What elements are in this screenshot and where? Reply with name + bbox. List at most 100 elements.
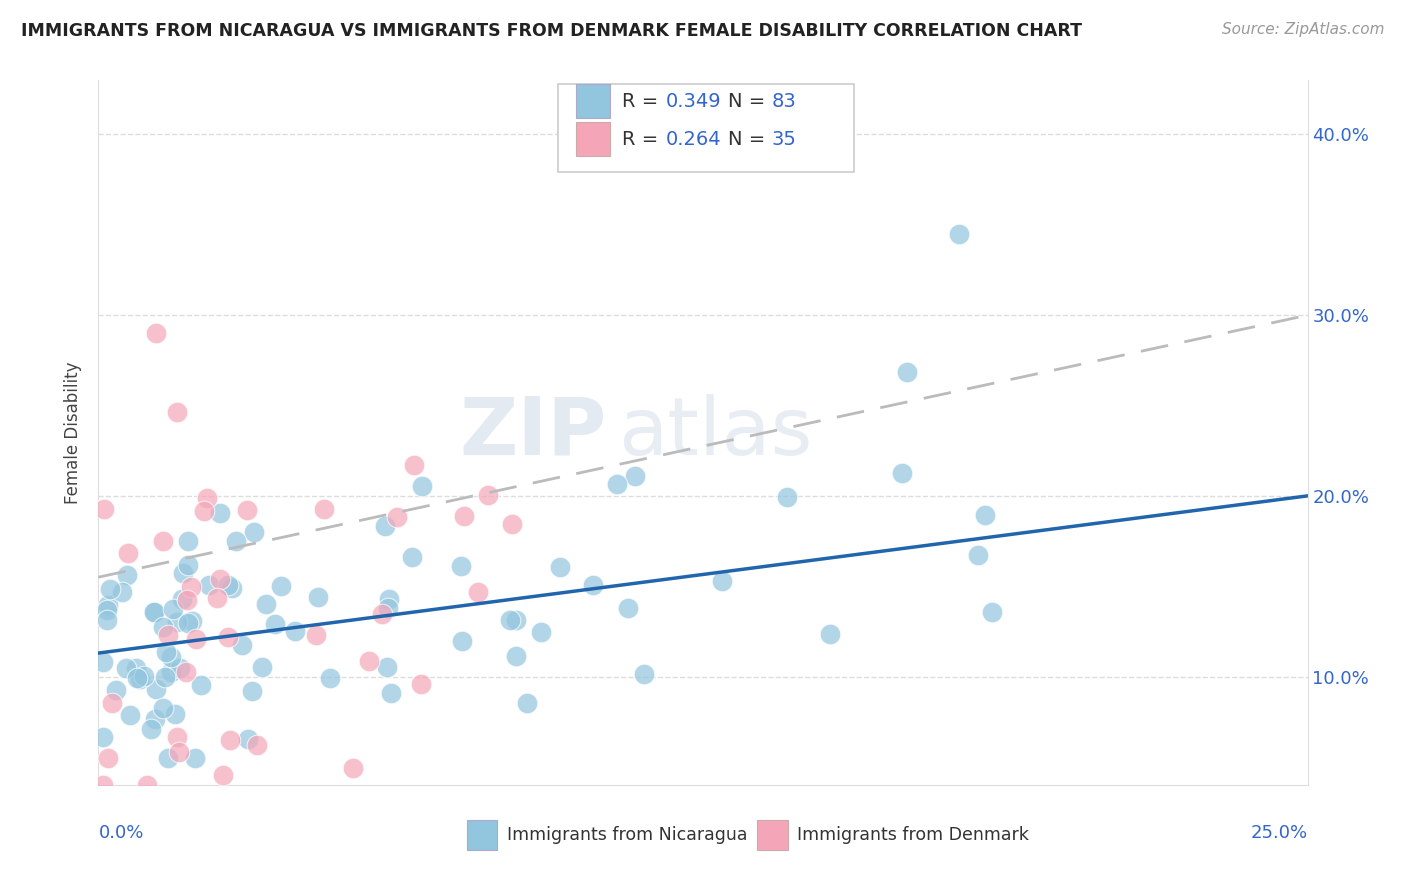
Point (184, 632, 207, 646)
Point (157, 751, 180, 765)
Point (245, 738, 267, 752)
Text: 0.264: 0.264 (665, 130, 721, 149)
Point (264, 617, 287, 632)
Point (132, 669, 155, 683)
Point (516, 696, 538, 710)
Point (166, 404, 188, 418)
Point (145, 681, 167, 696)
Point (172, 566, 194, 580)
Point (896, 365, 918, 379)
Point (974, 508, 997, 522)
FancyBboxPatch shape (558, 84, 855, 172)
Point (254, 597, 277, 611)
Point (160, 649, 183, 664)
Text: R =: R = (621, 92, 665, 111)
Text: 35: 35 (772, 130, 797, 149)
Point (818, 626, 841, 640)
Point (101, 696, 124, 710)
Point (98, 582, 121, 597)
Text: Source: ZipAtlas.com: Source: ZipAtlas.com (1222, 22, 1385, 37)
Point (380, 686, 402, 700)
Point (243, 525, 266, 540)
Point (212, 768, 235, 782)
Point (169, 661, 191, 675)
Point (104, 682, 127, 697)
Point (208, 572, 231, 586)
Point (505, 648, 527, 663)
Point (193, 504, 215, 518)
Point (218, 733, 240, 747)
Point (91, 655, 114, 669)
Point (181, 614, 204, 628)
Point (284, 624, 307, 639)
Text: 83: 83 (772, 92, 797, 111)
Point (236, 732, 259, 747)
Point (180, 580, 202, 594)
Point (152, 701, 174, 715)
Point (776, 490, 799, 504)
Point (319, 671, 342, 685)
Point (167, 746, 190, 760)
Point (307, 590, 329, 604)
Point (305, 628, 328, 642)
Bar (576, 85, 610, 118)
Point (145, 326, 167, 341)
Text: 0.349: 0.349 (665, 92, 721, 111)
Point (312, 501, 335, 516)
Point (135, 778, 157, 792)
Point (240, 684, 263, 698)
Point (128, 672, 150, 686)
Point (401, 549, 423, 564)
Point (177, 533, 200, 548)
Point (451, 633, 474, 648)
Point (97, 599, 120, 613)
Bar (467, 821, 498, 850)
Point (450, 559, 472, 574)
Point (359, 654, 381, 668)
Point (499, 613, 522, 627)
Point (453, 508, 475, 523)
Point (177, 558, 200, 572)
Point (411, 479, 433, 493)
Point (115, 661, 138, 675)
Point (375, 660, 398, 674)
Point (111, 584, 134, 599)
Point (236, 503, 259, 517)
Point (371, 607, 394, 622)
Point (96, 603, 118, 617)
Point (153, 669, 176, 683)
Point (217, 577, 239, 591)
Point (966, 548, 988, 562)
Point (548, 559, 571, 574)
Point (152, 620, 174, 634)
Point (162, 602, 184, 616)
Point (176, 593, 198, 607)
Point (467, 585, 489, 599)
Point (143, 605, 166, 619)
Point (221, 581, 243, 595)
Point (117, 568, 139, 582)
Point (374, 519, 396, 533)
Point (172, 591, 194, 606)
Point (183, 751, 205, 765)
Text: IMMIGRANTS FROM NICARAGUA VS IMMIGRANTS FROM DENMARK FEMALE DISABILITY CORRELATI: IMMIGRANTS FROM NICARAGUA VS IMMIGRANTS … (21, 22, 1083, 40)
Text: Immigrants from Nicaragua: Immigrants from Nicaragua (508, 826, 748, 844)
Point (377, 600, 399, 615)
Point (217, 630, 239, 644)
Point (981, 605, 1004, 619)
Text: N =: N = (728, 92, 772, 111)
Point (93, 502, 115, 516)
Text: atlas: atlas (619, 393, 813, 472)
Point (143, 712, 166, 726)
Point (125, 661, 148, 675)
Text: Immigrants from Denmark: Immigrants from Denmark (797, 826, 1029, 844)
Text: ZIP: ZIP (458, 393, 606, 472)
Point (139, 722, 162, 736)
Y-axis label: Female Disability: Female Disability (65, 361, 83, 504)
Point (97, 751, 120, 765)
Point (160, 665, 183, 679)
Point (250, 660, 273, 674)
Point (96, 613, 118, 627)
Text: 25.0%: 25.0% (1250, 823, 1308, 842)
Point (91, 778, 114, 792)
